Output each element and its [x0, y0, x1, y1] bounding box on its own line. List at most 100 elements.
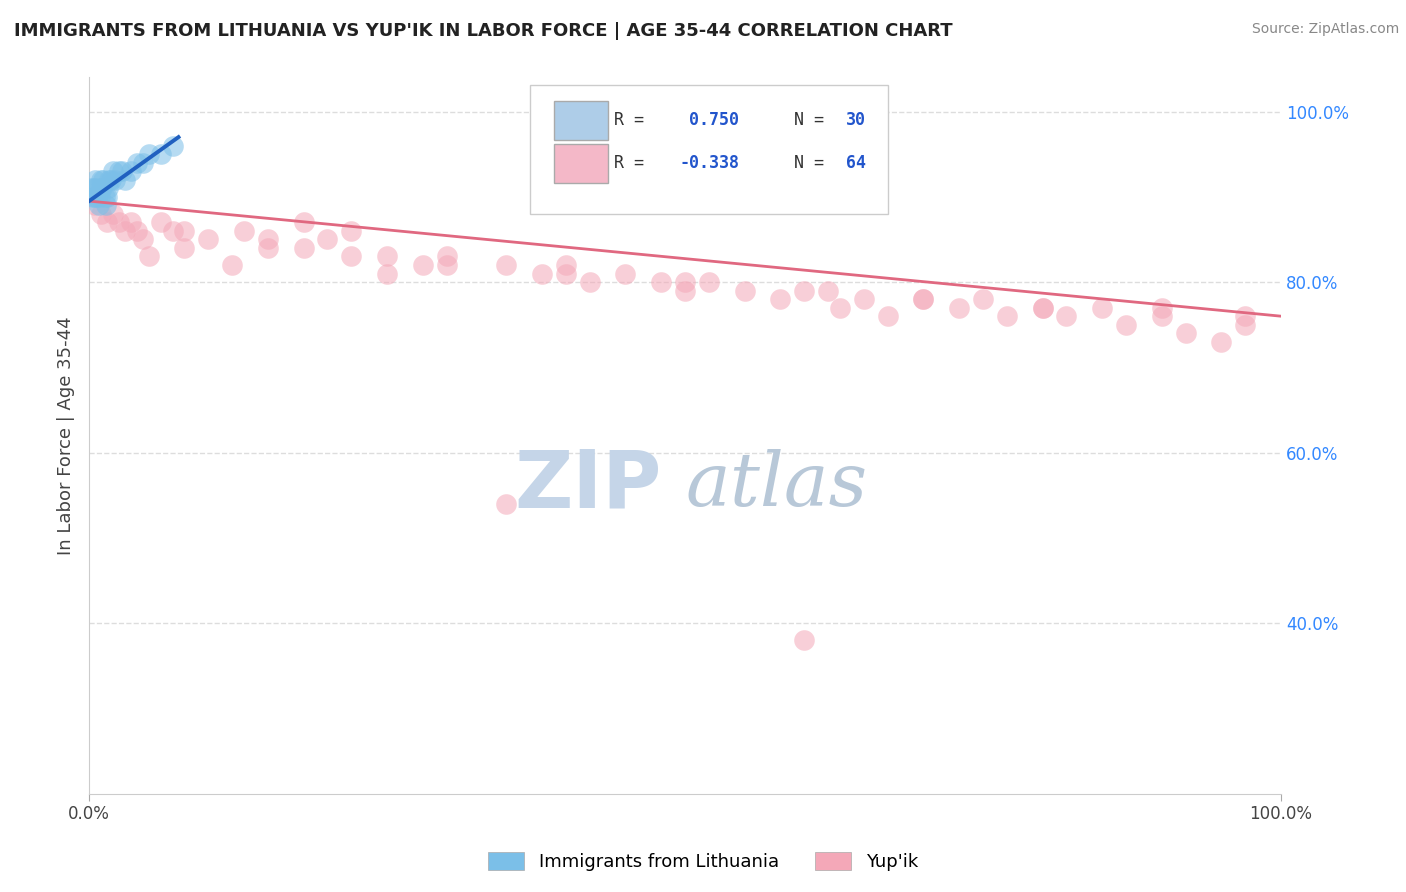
Point [162, 224, 184, 238]
Text: 30: 30 [846, 112, 866, 129]
Point [793, 284, 815, 298]
Point [852, 292, 875, 306]
Point [131, 232, 153, 246]
Text: atlas: atlas [685, 450, 868, 522]
Point [125, 155, 148, 169]
Point [554, 258, 576, 272]
Point [104, 173, 127, 187]
Point [697, 275, 720, 289]
Point [138, 250, 160, 264]
Point [90, 173, 112, 187]
Text: ZIP: ZIP [515, 447, 661, 524]
Point [257, 241, 280, 255]
Point [1150, 301, 1173, 315]
Point [114, 224, 136, 238]
Point [578, 275, 600, 289]
Point [87, 198, 110, 212]
Point [90, 207, 112, 221]
Text: -0.338: -0.338 [679, 154, 740, 172]
Point [673, 275, 696, 289]
Point [1234, 318, 1257, 332]
Point [734, 284, 756, 298]
Point [101, 207, 124, 221]
Point [97, 181, 120, 195]
Text: 64: 64 [846, 154, 866, 172]
Point [1234, 309, 1257, 323]
Point [650, 275, 672, 289]
Point [120, 164, 142, 178]
Point [149, 215, 172, 229]
Point [80, 181, 103, 195]
FancyBboxPatch shape [530, 85, 887, 213]
Point [120, 215, 142, 229]
Point [131, 155, 153, 169]
Point [292, 215, 315, 229]
Point [162, 138, 184, 153]
Point [221, 258, 243, 272]
Point [84, 173, 107, 187]
FancyBboxPatch shape [554, 144, 607, 183]
Point [375, 250, 398, 264]
Point [1115, 318, 1137, 332]
Point [876, 309, 898, 323]
Point [340, 224, 363, 238]
Point [817, 284, 839, 298]
Point [101, 164, 124, 178]
Point [173, 241, 195, 255]
Point [1174, 326, 1197, 341]
Point [82, 190, 104, 204]
Point [554, 267, 576, 281]
Point [1054, 309, 1077, 323]
Point [100, 173, 122, 187]
FancyBboxPatch shape [554, 101, 607, 140]
Point [793, 633, 815, 648]
Point [93, 173, 115, 187]
Text: N =: N = [775, 112, 834, 129]
Text: 0.750: 0.750 [679, 112, 740, 129]
Text: R =: R = [613, 154, 654, 172]
Point [769, 292, 792, 306]
Point [1032, 301, 1054, 315]
Point [108, 215, 131, 229]
Legend: Immigrants from Lithuania, Yup'ik: Immigrants from Lithuania, Yup'ik [481, 845, 925, 879]
Point [91, 181, 114, 195]
Point [995, 309, 1018, 323]
Text: IMMIGRANTS FROM LITHUANIA VS YUP'IK IN LABOR FORCE | AGE 35-44 CORRELATION CHART: IMMIGRANTS FROM LITHUANIA VS YUP'IK IN L… [14, 22, 953, 40]
Text: N =: N = [775, 154, 834, 172]
Point [108, 164, 131, 178]
Text: Source: ZipAtlas.com: Source: ZipAtlas.com [1251, 22, 1399, 37]
Point [96, 190, 118, 204]
Point [149, 147, 172, 161]
Text: R =: R = [613, 112, 654, 129]
Point [233, 224, 256, 238]
Point [292, 241, 315, 255]
Point [972, 292, 994, 306]
Point [436, 258, 458, 272]
Point [1091, 301, 1114, 315]
Point [197, 232, 219, 246]
Point [84, 198, 107, 212]
Point [614, 267, 637, 281]
Point [340, 250, 363, 264]
Point [173, 224, 195, 238]
Point [828, 301, 851, 315]
Point [94, 198, 117, 212]
Point [114, 173, 136, 187]
Point [1211, 334, 1233, 349]
Point [495, 258, 517, 272]
Point [412, 258, 434, 272]
Point [257, 232, 280, 246]
Point [530, 267, 553, 281]
Point [912, 292, 935, 306]
Point [84, 181, 107, 195]
Point [673, 284, 696, 298]
Point [93, 190, 115, 204]
Point [1032, 301, 1054, 315]
Point [111, 164, 134, 178]
Y-axis label: In Labor Force | Age 35-44: In Labor Force | Age 35-44 [58, 317, 75, 555]
Point [912, 292, 935, 306]
Point [84, 190, 107, 204]
Point [96, 215, 118, 229]
Point [86, 190, 108, 204]
Point [375, 267, 398, 281]
